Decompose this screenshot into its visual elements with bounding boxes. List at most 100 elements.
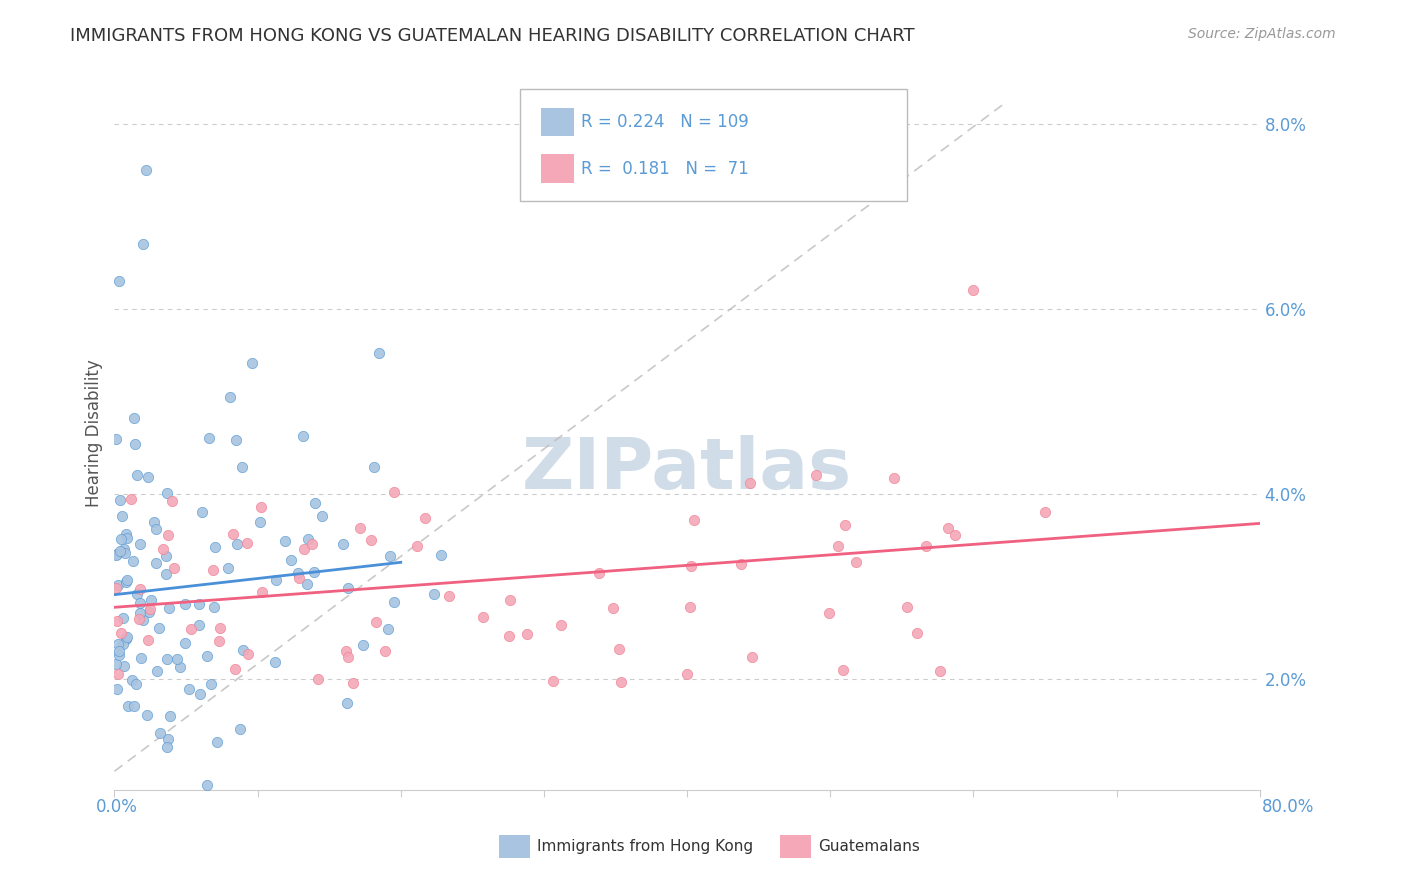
Point bbox=[120, 491, 142, 506]
Point bbox=[139, 602, 162, 616]
Point bbox=[152, 541, 174, 556]
Point bbox=[238, 647, 260, 661]
Point bbox=[138, 633, 160, 648]
Point bbox=[112, 541, 135, 556]
Point bbox=[360, 533, 382, 547]
Text: 0.0%: 0.0% bbox=[96, 798, 138, 816]
Point bbox=[208, 634, 231, 648]
Point bbox=[107, 274, 129, 288]
Point bbox=[112, 659, 135, 673]
Point bbox=[135, 708, 157, 723]
Point bbox=[332, 537, 354, 551]
Point bbox=[336, 650, 359, 665]
Point bbox=[827, 539, 849, 553]
Point bbox=[336, 696, 359, 710]
Point bbox=[111, 509, 134, 524]
Point bbox=[159, 709, 181, 723]
Point bbox=[938, 521, 960, 535]
Point bbox=[834, 517, 856, 532]
Point bbox=[225, 537, 247, 551]
Point bbox=[681, 559, 703, 574]
Point bbox=[588, 566, 610, 580]
Point bbox=[162, 494, 184, 508]
Point bbox=[335, 643, 357, 657]
Point bbox=[738, 475, 761, 490]
Point bbox=[105, 682, 128, 697]
Point bbox=[516, 627, 538, 641]
Point bbox=[472, 609, 495, 624]
Point bbox=[135, 163, 157, 178]
Point bbox=[142, 515, 165, 529]
Point bbox=[122, 699, 145, 714]
Point bbox=[730, 557, 752, 571]
Point bbox=[914, 539, 936, 553]
Point bbox=[202, 600, 225, 615]
Point bbox=[114, 546, 136, 560]
Point bbox=[105, 548, 128, 562]
Point bbox=[128, 606, 150, 620]
Point bbox=[896, 600, 918, 615]
Point bbox=[148, 622, 170, 636]
Point bbox=[200, 677, 222, 691]
Point bbox=[198, 431, 221, 445]
Point bbox=[195, 778, 218, 792]
Point bbox=[191, 506, 214, 520]
Point bbox=[105, 547, 128, 561]
Point bbox=[907, 626, 929, 640]
Point bbox=[342, 676, 364, 690]
Point bbox=[249, 515, 271, 529]
Point bbox=[125, 587, 148, 601]
Point bbox=[145, 556, 167, 570]
Point bbox=[352, 638, 374, 652]
Point bbox=[188, 687, 211, 701]
Point bbox=[422, 587, 444, 601]
Point bbox=[217, 561, 239, 575]
Point bbox=[415, 511, 437, 525]
Point bbox=[173, 597, 195, 611]
Point bbox=[124, 805, 146, 820]
Point bbox=[156, 732, 179, 747]
Point bbox=[136, 469, 159, 483]
Point bbox=[188, 618, 211, 632]
Text: R =  0.181   N =  71: R = 0.181 N = 71 bbox=[581, 160, 748, 178]
Point bbox=[104, 581, 127, 595]
Point bbox=[236, 536, 259, 550]
Point bbox=[607, 642, 630, 657]
Y-axis label: Hearing Disability: Hearing Disability bbox=[86, 359, 103, 508]
Point bbox=[155, 740, 177, 755]
Point bbox=[129, 651, 152, 665]
Point bbox=[128, 537, 150, 551]
Text: R = 0.224   N = 109: R = 0.224 N = 109 bbox=[581, 113, 748, 131]
Point bbox=[499, 593, 522, 607]
Point bbox=[301, 537, 323, 551]
Point bbox=[405, 539, 427, 553]
Point bbox=[231, 460, 253, 475]
Point bbox=[221, 526, 243, 541]
Point bbox=[128, 612, 150, 626]
Point bbox=[845, 555, 868, 569]
Point bbox=[155, 566, 177, 581]
Point bbox=[104, 657, 127, 671]
Point bbox=[218, 390, 240, 404]
Point bbox=[806, 468, 828, 483]
Point bbox=[1033, 505, 1056, 519]
Point bbox=[122, 410, 145, 425]
Point bbox=[382, 595, 405, 609]
Point bbox=[311, 508, 333, 523]
Point bbox=[180, 623, 202, 637]
Point bbox=[832, 663, 855, 677]
Point bbox=[252, 584, 274, 599]
Point bbox=[883, 470, 905, 484]
Point bbox=[117, 699, 139, 714]
Point bbox=[610, 674, 633, 689]
Point bbox=[962, 283, 984, 297]
Text: ZIPatlas: ZIPatlas bbox=[522, 434, 852, 504]
Point bbox=[104, 432, 127, 446]
Point bbox=[107, 637, 129, 651]
Point bbox=[115, 574, 138, 589]
Point bbox=[174, 635, 197, 649]
Point bbox=[349, 521, 371, 535]
Point bbox=[682, 513, 704, 527]
Point bbox=[817, 607, 839, 621]
Point bbox=[364, 615, 387, 630]
